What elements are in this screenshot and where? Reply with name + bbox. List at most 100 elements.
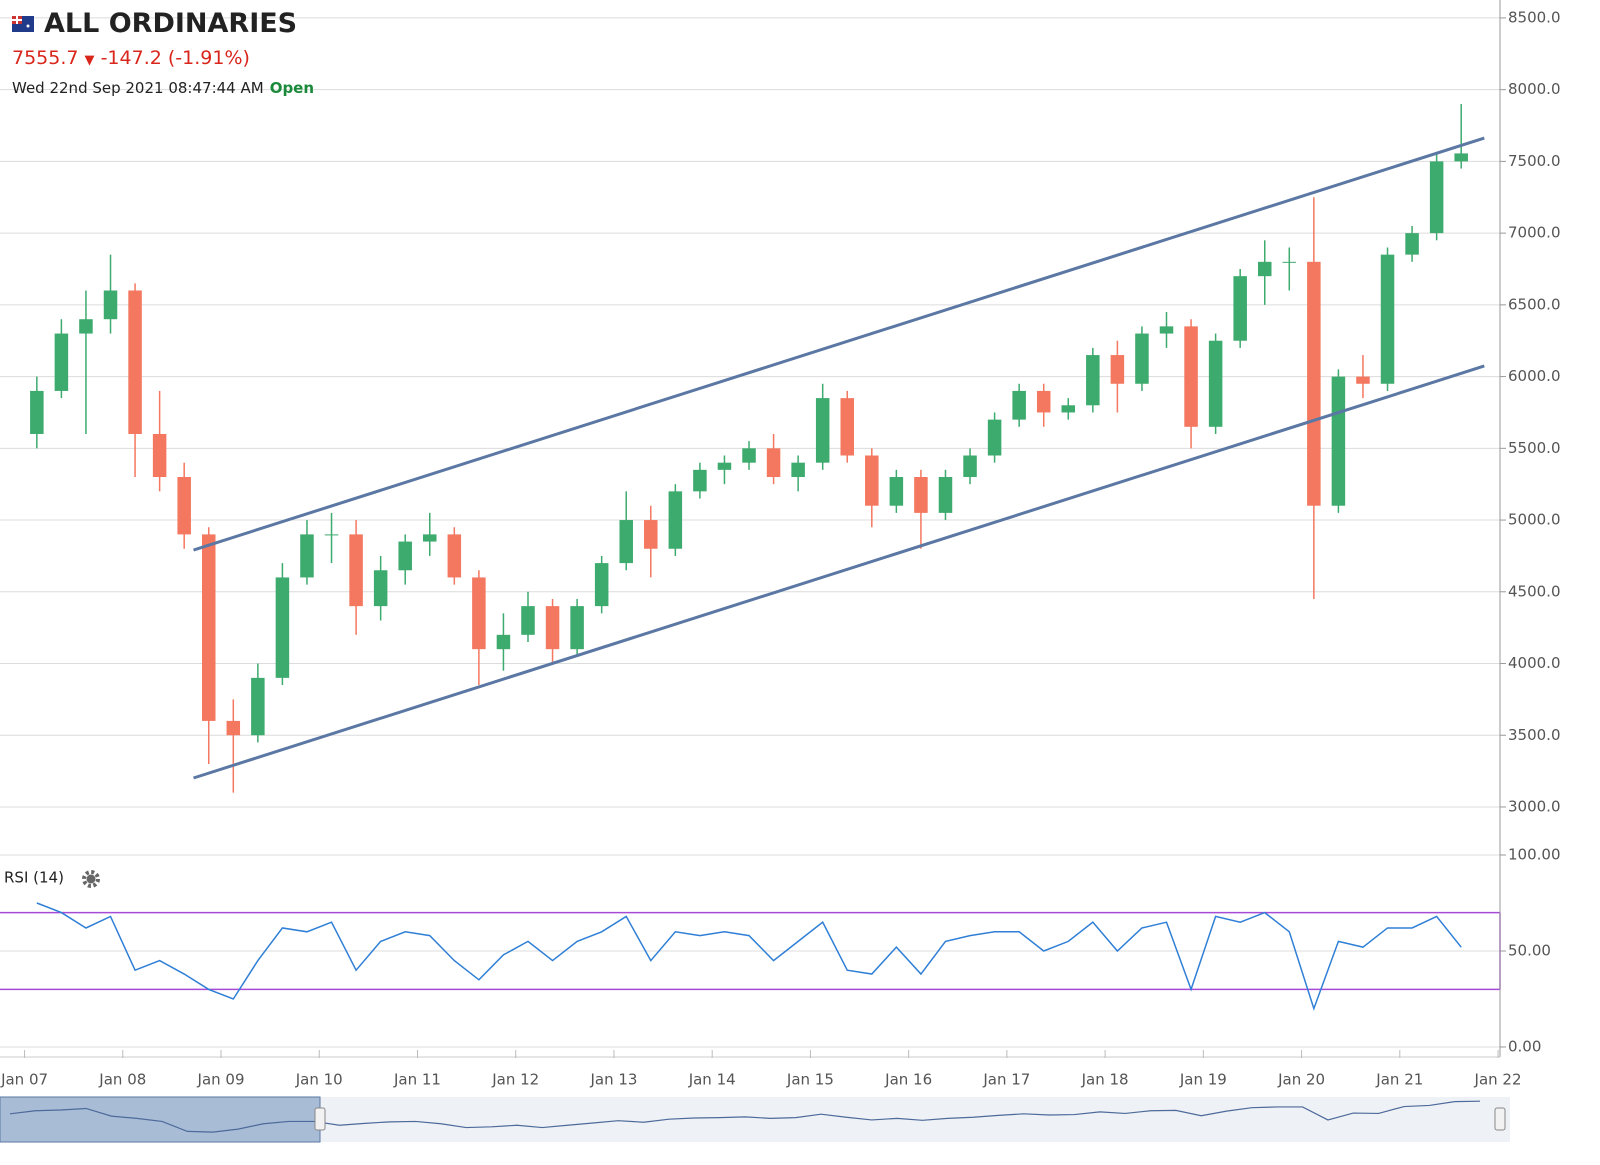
y-tick-label: 4500.0: [1508, 582, 1561, 600]
candle: [447, 527, 462, 585]
candle: [1208, 333, 1223, 434]
y-tick-label: 7000.0: [1508, 224, 1561, 242]
candle: [1184, 319, 1198, 449]
x-tick-label: Jan 10: [295, 1071, 343, 1089]
header: ALL ORDINARIES 7555.7 ▼ -147.2 (-1.91%) …: [12, 8, 314, 97]
candle: [1356, 355, 1370, 399]
y-tick-label: 8500.0: [1508, 8, 1561, 26]
candle: [987, 412, 1002, 463]
candle: [914, 469, 928, 549]
candle: [1233, 268, 1247, 348]
candle: [373, 555, 388, 621]
candle-body: [152, 433, 167, 478]
candle-body: [865, 455, 879, 506]
rsi-line: [36, 902, 1462, 1011]
y-tick-label: 6000.0: [1508, 367, 1561, 385]
candle: [521, 591, 535, 642]
candle: [226, 699, 241, 793]
candle: [791, 455, 805, 492]
candle-body: [594, 563, 609, 607]
candle-body: [521, 606, 535, 635]
candle-body: [472, 577, 486, 650]
candle: [938, 469, 953, 521]
candle-body: [373, 570, 388, 607]
candle-body: [987, 419, 1002, 456]
candle-body: [128, 290, 142, 434]
candle-body: [1086, 355, 1100, 406]
candle-body: [644, 520, 658, 549]
candle: [717, 455, 732, 485]
x-tick-label: Jan 14: [688, 1071, 736, 1089]
y-tick-label: 3500.0: [1508, 726, 1561, 744]
y-tick-label: 0.00: [1508, 1038, 1541, 1056]
price: 7555.7: [12, 47, 79, 69]
candle: [30, 376, 44, 449]
candle: [1110, 340, 1125, 413]
x-tick-label: Jan 21: [1375, 1071, 1423, 1089]
candle-body: [1233, 276, 1247, 341]
title-row: ALL ORDINARIES: [12, 8, 314, 39]
candle-body: [1331, 376, 1346, 506]
candle: [815, 383, 830, 470]
x-tick-label: Jan 07: [0, 1071, 48, 1089]
title: ALL ORDINARIES: [44, 8, 298, 39]
candle-body: [251, 677, 265, 736]
candle-body: [889, 477, 904, 506]
candle: [889, 469, 904, 513]
candle-body: [54, 333, 69, 391]
candle: [693, 462, 707, 499]
candle-body: [1184, 326, 1198, 427]
candle-body: [300, 534, 314, 578]
candle: [324, 512, 339, 564]
x-tick-label: Jan 13: [589, 1071, 637, 1089]
candle: [644, 505, 658, 578]
candle-body: [1454, 153, 1468, 162]
candle: [251, 663, 265, 743]
y-tick-label: 4000.0: [1508, 654, 1561, 672]
candle: [1282, 247, 1297, 291]
candle-body: [1429, 161, 1444, 234]
navigator-selection: [0, 1096, 321, 1143]
candle: [79, 290, 93, 434]
navigator-handle[interactable]: [314, 1107, 326, 1131]
settings-icon[interactable]: [82, 870, 100, 888]
candle: [1061, 398, 1076, 420]
candle: [1036, 383, 1051, 427]
candle: [963, 448, 977, 485]
x-tick-label: Jan 15: [786, 1071, 834, 1089]
candle-body: [1257, 261, 1272, 277]
navigator-handle[interactable]: [1494, 1107, 1506, 1131]
candle: [1380, 247, 1395, 391]
candle-body: [275, 577, 290, 678]
y-tick-label: 7500.0: [1508, 152, 1561, 170]
candle-body: [177, 477, 191, 535]
y-tick-label: 8000.0: [1508, 80, 1561, 98]
flag-icon: [12, 15, 34, 32]
quote: 7555.7 ▼ -147.2 (-1.91%): [12, 47, 250, 69]
candle: [201, 527, 216, 764]
candle: [1331, 369, 1346, 513]
candle: [1012, 383, 1026, 427]
candle: [865, 448, 879, 528]
candle-body: [963, 455, 977, 478]
candle: [496, 613, 511, 671]
candle-body: [79, 319, 93, 334]
candle-body: [570, 606, 584, 650]
candle: [742, 441, 756, 470]
trendline: [193, 136, 1485, 552]
candle-body: [791, 462, 805, 478]
candle-body: [30, 390, 44, 434]
x-tick-label: Jan 18: [1081, 1071, 1129, 1089]
candle: [177, 462, 191, 549]
candle-body: [447, 534, 462, 578]
y-tick-label: 5000.0: [1508, 511, 1561, 529]
candle: [1429, 154, 1444, 241]
x-tick-label: Jan 19: [1179, 1071, 1227, 1089]
candle: [1307, 197, 1321, 599]
candle-body: [398, 541, 412, 571]
candle: [840, 390, 855, 463]
candle-body: [668, 491, 683, 549]
x-tick-label: Jan 09: [197, 1071, 245, 1089]
